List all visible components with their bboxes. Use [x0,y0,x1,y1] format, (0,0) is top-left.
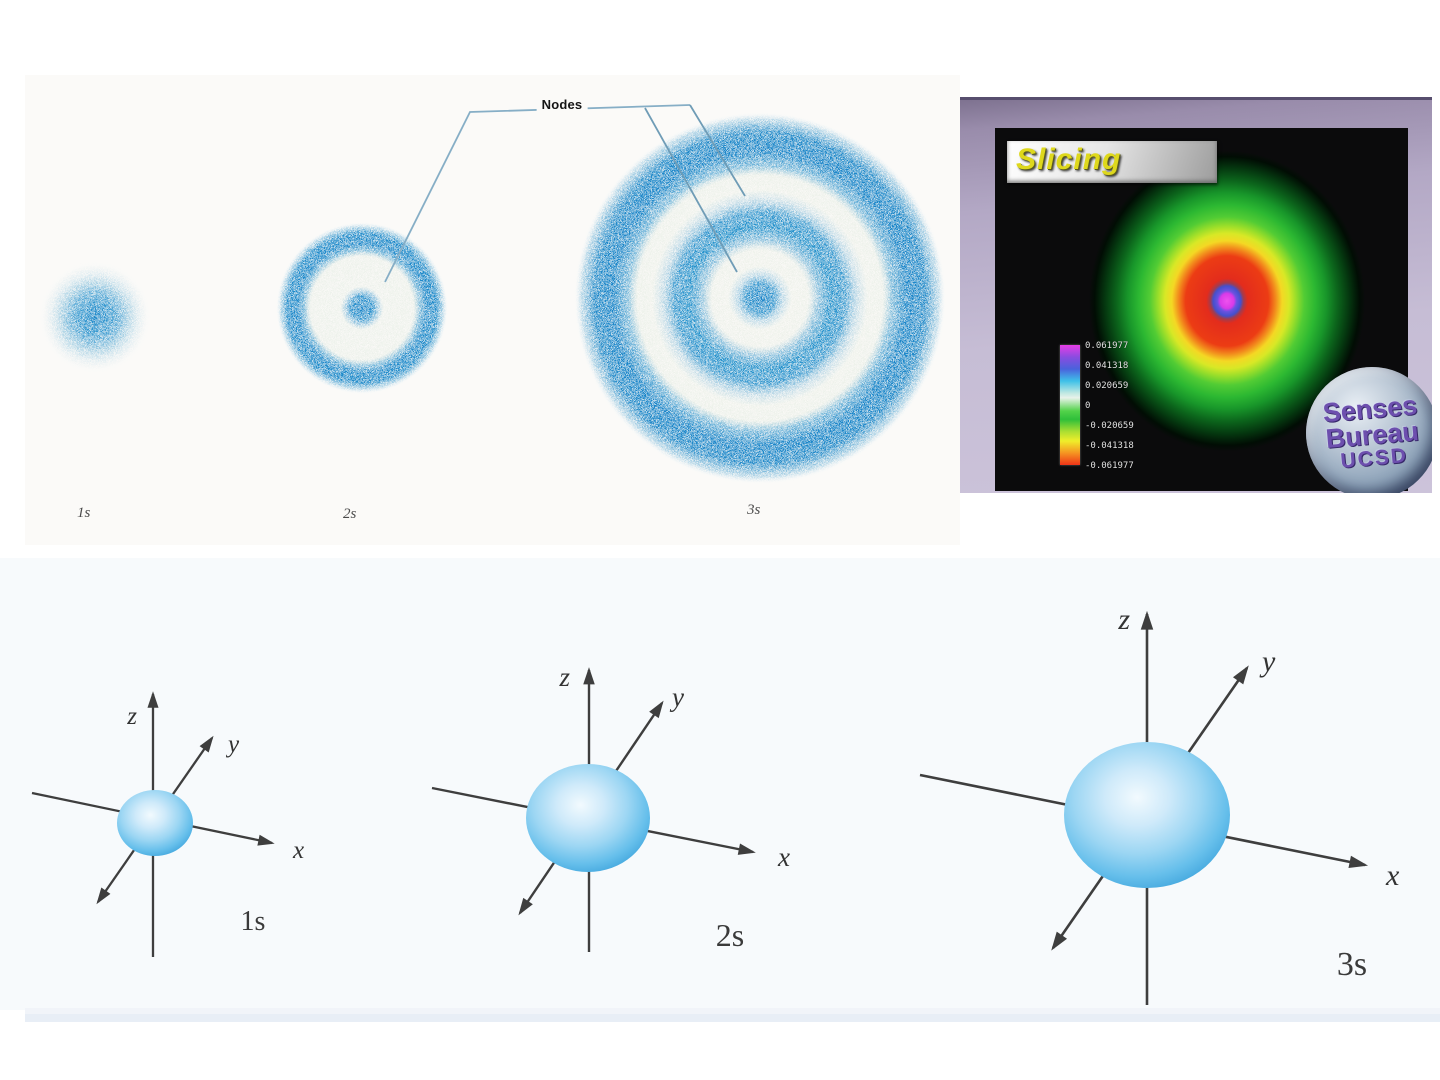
legend-value: 0.020659 [1085,381,1129,391]
z-axis-label: z [126,703,137,730]
nodes-label: Nodes [536,97,588,112]
axes-diagram-1s: z y x 1s [31,691,304,957]
z-axis-label: z [558,662,570,692]
nodes-callout-lines [384,104,746,283]
slicing-title: Slicing [1016,143,1122,176]
density-stipple-clouds [39,112,946,484]
logo-text-ucsd: UCSD [1339,443,1409,473]
nodes-bracket-line [384,104,691,283]
z-axis-label: z [1117,603,1130,636]
electron-density-panel: Nodes 1s 2s 3s [25,75,960,545]
orbital-sphere-1s [117,790,193,856]
color-scale-legend: 0.061977 0.041318 0.020659 0 -0.020659 -… [995,128,1408,491]
x-axis-label: x [292,837,304,864]
legend-value: 0.061977 [1085,341,1129,351]
orbital-sphere-2s [526,764,650,872]
y-axis-label: y [1259,645,1276,678]
nodes-pointer-outer [689,104,746,197]
axes-diagram-3s: z y x 3s [919,603,1400,1005]
color-scale-bar [1060,345,1080,465]
legend-value: -0.061977 [1085,461,1134,471]
orbital-cloud-2s [276,222,448,394]
axes-diagram-2s: z y x 2s [431,662,790,953]
y-axis-label: y [225,731,240,758]
diagram-label-2s: 2s [716,917,744,953]
orbital-cloud-3s [574,112,946,484]
y-axis-label: y [669,682,684,712]
density-label-1s: 1s [77,505,91,521]
diagram-label-1s: 1s [241,906,266,937]
x-axis-label: x [777,842,790,872]
nodes-pointer-inner [644,107,738,273]
orbital-sphere-3s [1064,742,1230,888]
legend-value: -0.041318 [1085,441,1134,451]
density-label-3s: 3s [747,502,761,518]
slicing-title-bar: Slicing [1007,141,1217,183]
slicing-panel-frame: Slicing 0.061977 0.041318 0.020659 0 -0.… [960,97,1432,493]
legend-value: 0.041318 [1085,361,1129,371]
density-label-2s: 2s [343,506,357,522]
density-dot-plot [39,104,946,484]
legend-value: 0 [1085,401,1091,411]
bottom-strip [25,1008,1440,1022]
color-scale-values: 0.061977 0.041318 0.020659 0 -0.020659 -… [1085,340,1134,480]
legend-value: -0.020659 [1085,421,1134,431]
diagram-label-3s: 3s [1337,946,1367,983]
orbital-cloud-1s [39,261,151,373]
x-axis-label: x [1385,859,1400,892]
